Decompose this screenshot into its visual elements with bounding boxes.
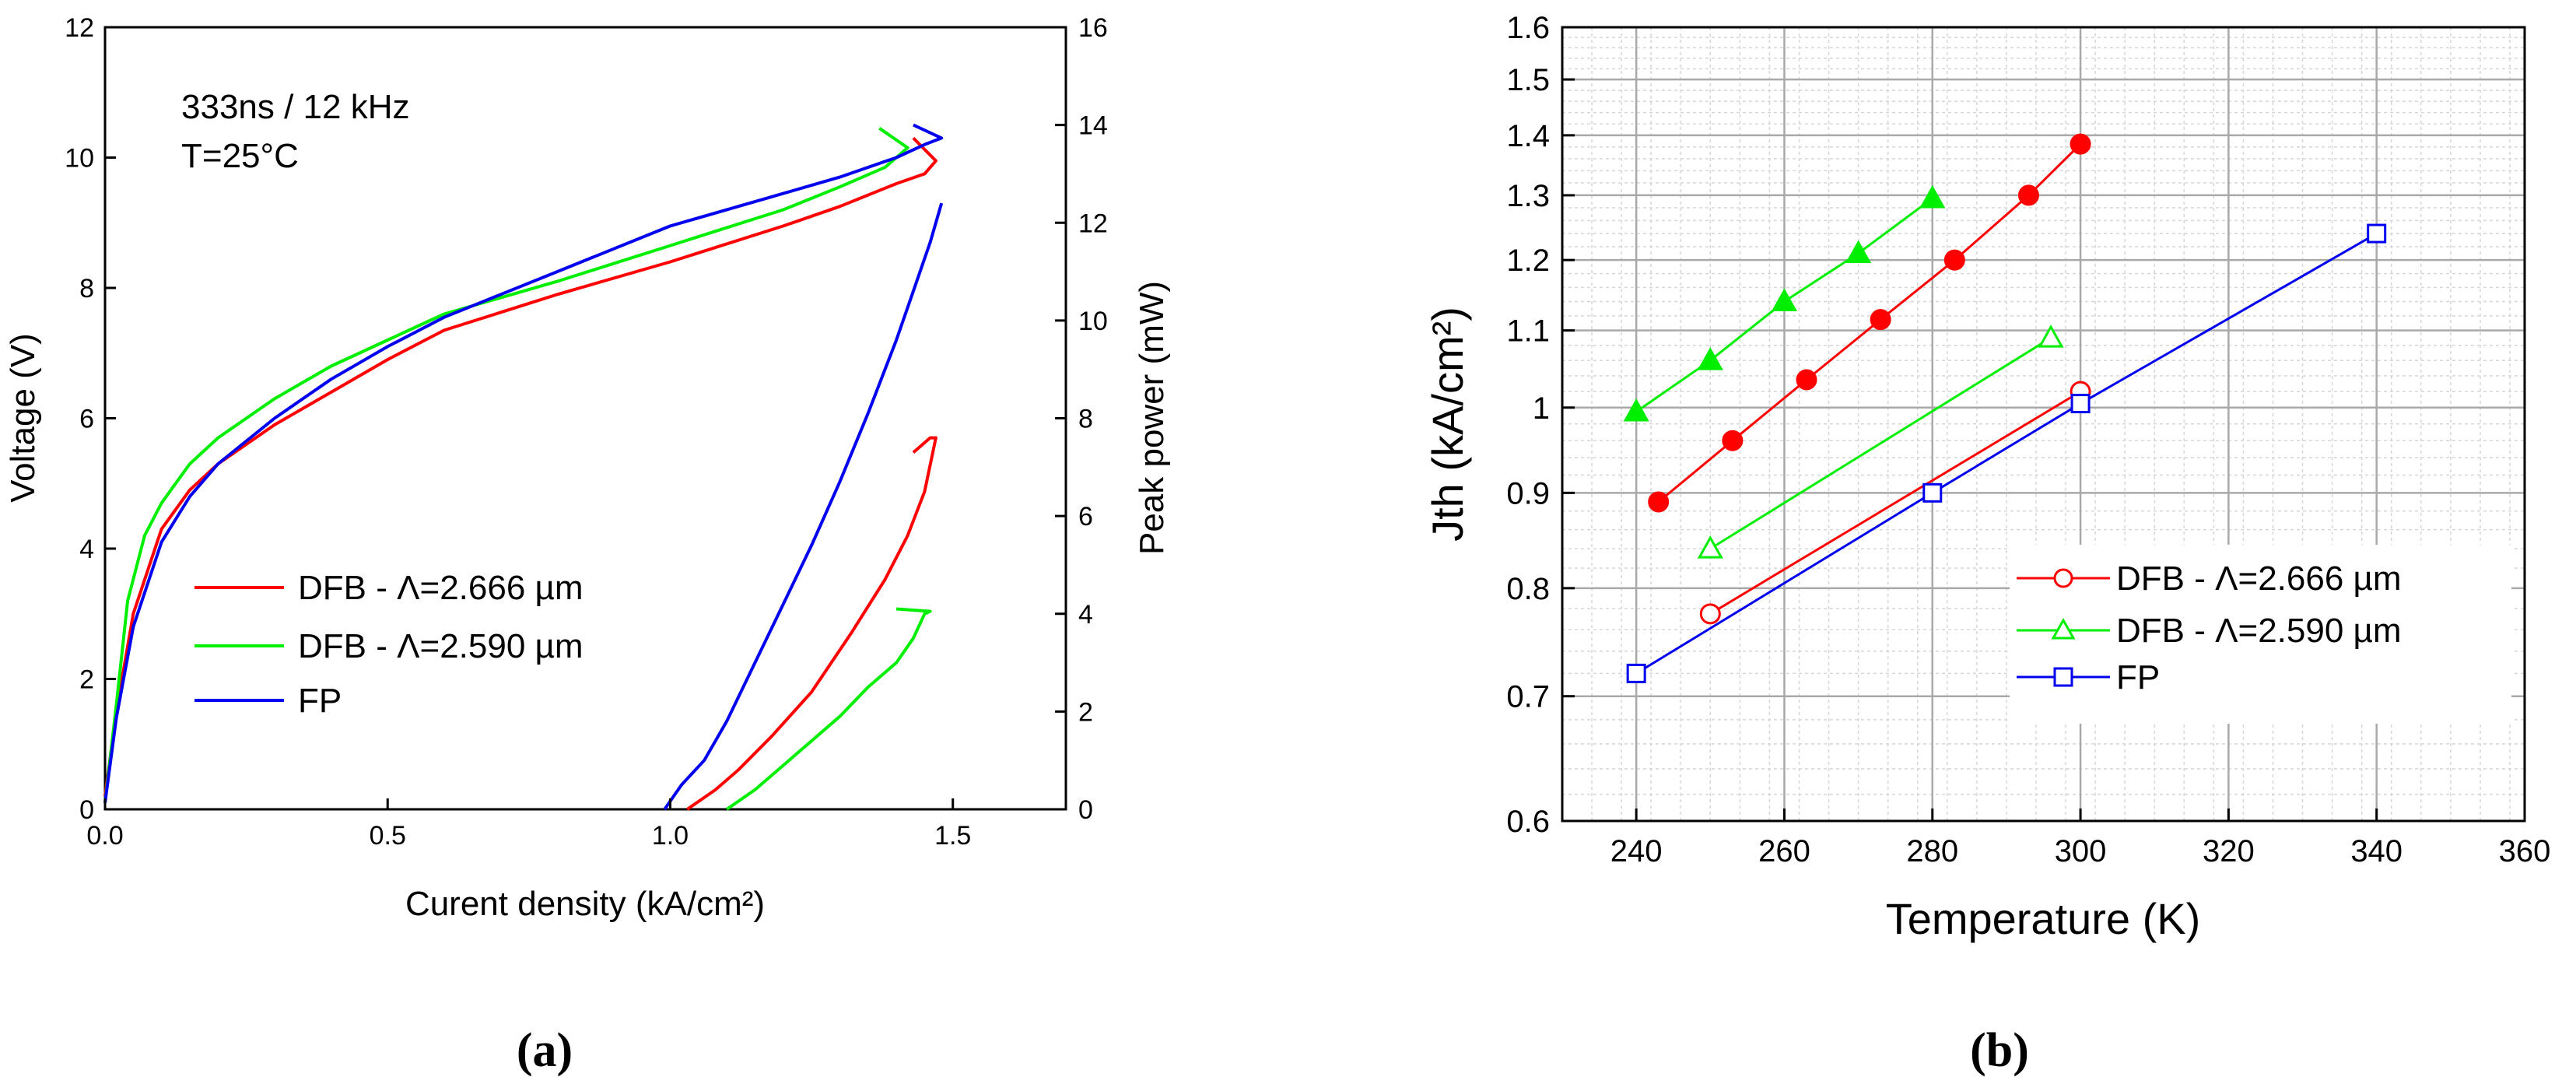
panel-b-y-tick-label-0-7: 0.7: [1506, 680, 1550, 714]
panel-a-y-tick-label-2: 2: [79, 665, 94, 695]
panel-b-series-2-point-1: [1922, 482, 1943, 503]
panel-a-x-axis-label: Curent density (kA/cm²): [405, 885, 765, 923]
panel-a-annotation-line-2: T=25°C: [181, 137, 299, 175]
panel-b-x-tick-label-280: 280: [1906, 834, 1958, 868]
panel-a-y-tick-label-10: 10: [65, 144, 94, 174]
panel-a-y2-tick-label-8: 8: [1078, 405, 1093, 434]
panel-a-chart: 0.0 0.5 1.0 1.5 0 2 4 6 8 10 12 0 2 4 6 8 10 12 14 16 333ns…: [4, 13, 1171, 1077]
panel-b-legend-marker-green: [2051, 617, 2076, 640]
panel-b-series-0-point-0: [1699, 603, 1721, 625]
panel-a-series-5-power-line: [663, 202, 944, 811]
panel-b-y-tick-label-0-6: 0.6: [1506, 805, 1550, 839]
panel-a-series-1-power-line: [686, 436, 938, 811]
panel-b-y-axis-label: Jth (kA/cm²): [1423, 307, 1472, 542]
panel-a-y2-tick-label-2: 2: [1078, 697, 1093, 727]
panel-a-label: (a): [517, 1024, 573, 1077]
panel-b-y-tick-label-0-8: 0.8: [1506, 572, 1550, 606]
panel-b-x-axis-label: Temperature (K): [1886, 894, 2201, 943]
panel-b-plot-frame: [1561, 26, 2526, 823]
panel-b-series-3-point-4: [1943, 249, 1965, 271]
panel-b-label: (b): [1970, 1024, 2029, 1077]
panel-b-series-2-line: [1635, 232, 2378, 675]
panel-a-y2-tick-label-6: 6: [1078, 502, 1093, 531]
panel-b-x-tick-label-340: 340: [2350, 834, 2403, 868]
panel-b-legend: DFB - Λ=2.666 µm DFB - Λ=2.590 µm FP: [2017, 560, 2402, 696]
panel-b-series-4-point-1: [1697, 347, 1723, 370]
panel-b-chart: 240 260 280 300 320 340 360 0.6 0.7 0.8 0.9 1 1.1 1.2…: [1423, 11, 2550, 1077]
panel-b-series-4-point-4: [1919, 184, 1946, 209]
panel-b-x-tick-label-260: 260: [1758, 834, 1810, 868]
panel-b-series-2-point-0: [1626, 663, 1646, 683]
panel-a-y2-tick-label-12: 12: [1078, 209, 1108, 238]
panel-a-legend-label-2: DFB - Λ=2.590 µm: [298, 627, 584, 665]
panel-b-series-1-line: [1709, 336, 2052, 550]
panel-b-y-tick-label-1-4: 1.4: [1506, 119, 1550, 153]
panel-b-y-tick-label-1-5: 1.5: [1506, 63, 1550, 97]
panel-b-series-3-point-3: [1870, 309, 1891, 331]
panel-a-series-0-voltage-line: [103, 136, 938, 797]
panel-b-x-tick-label-240: 240: [1610, 834, 1663, 868]
panel-a-y-axis-label: Voltage (V): [4, 333, 42, 503]
panel-a-series-4-voltage-line: [103, 123, 944, 803]
panel-a-y2-tick-label-0: 0: [1078, 795, 1093, 825]
panel-b-y-tick-label-1-6: 1.6: [1506, 11, 1550, 45]
panel-a-legend-label-1: DFB - Λ=2.666 µm: [298, 569, 584, 607]
panel-b-legend-box: [2010, 545, 2511, 724]
panel-a-legend: DFB - Λ=2.666 µm DFB - Λ=2.590 µm FP: [195, 569, 584, 720]
panel-b-series-4-point-2: [1771, 288, 1798, 312]
panel-a-y-tick-label-4: 4: [79, 535, 94, 564]
panel-b-series-3-point-1: [1722, 430, 1744, 451]
panel-b-series-4-point-3: [1845, 240, 1872, 264]
panel-a-y2-tick-label-16: 16: [1078, 13, 1108, 43]
panel-b-legend-label-1: DFB - Λ=2.666 µm: [2116, 560, 2402, 598]
panel-a-series-3-power-line: [725, 607, 932, 811]
panel-b-legend-label-2: DFB - Λ=2.590 µm: [2116, 612, 2402, 650]
panel-b-legend-marker-red: [2053, 568, 2073, 588]
panel-a-y2-tick-label-4: 4: [1078, 600, 1093, 630]
panel-a-x-tick-label-1-5: 1.5: [934, 821, 971, 851]
panel-b-series-3-point-0: [1648, 491, 1670, 513]
panel-b-series-3-point-5: [2017, 184, 2039, 206]
panel-b-y-tick-label-1: 1: [1533, 391, 1550, 426]
panel-a-annotation-line-1: 333ns / 12 kHz: [181, 88, 410, 126]
panel-b-y-tick-label-1-3: 1.3: [1506, 179, 1550, 213]
panel-b-series-4-point-0: [1623, 398, 1649, 422]
panel-b-series-2-point-2: [2070, 394, 2091, 414]
panel-a-y2-axis-label: Peak power (mW): [1133, 281, 1171, 555]
panel-b-y-tick-label-1-2: 1.2: [1506, 244, 1550, 278]
panel-b-x-tick-label-300: 300: [2055, 834, 2107, 868]
panel-b-legend-label-3: FP: [2116, 658, 2160, 696]
panel-a-x-tick-label-0-0: 0.0: [86, 821, 123, 851]
panel-b-series-0-line: [1709, 390, 2081, 616]
panel-a-series-2-voltage-line: [103, 127, 909, 803]
panel-a-y-tick-label-0: 0: [79, 795, 94, 825]
panel-a-y-tick-label-8: 8: [79, 274, 94, 303]
panel-b-series-3-point-6: [2070, 133, 2091, 155]
panel-a-legend-label-3: FP: [298, 682, 342, 720]
panel-a-x-tick-label-1-0: 1.0: [652, 821, 689, 851]
panel-a-y2-tick-label-10: 10: [1078, 307, 1108, 336]
panel-b-y-tick-label-1-1: 1.1: [1506, 314, 1550, 349]
panel-a-y-tick-label-6: 6: [79, 405, 94, 434]
panel-b-series-1-point-0: [1697, 535, 1723, 559]
panel-b-x-tick-label-360: 360: [2499, 834, 2551, 868]
panel-b-series-1-point-1: [2038, 324, 2064, 348]
panel-b-y-tick-label-0-9: 0.9: [1506, 476, 1550, 510]
panel-a-y2-tick-label-14: 14: [1078, 111, 1108, 141]
panel-a-y-tick-label-12: 12: [65, 13, 94, 43]
panel-b-legend-marker-blue: [2053, 667, 2073, 687]
panel-a-x-tick-label-0-5: 0.5: [370, 821, 406, 851]
panel-b-series-2-point-3: [2367, 223, 2387, 244]
panel-b-series-3-point-2: [1796, 369, 1817, 391]
panel-b-x-tick-label-320: 320: [2203, 834, 2255, 868]
